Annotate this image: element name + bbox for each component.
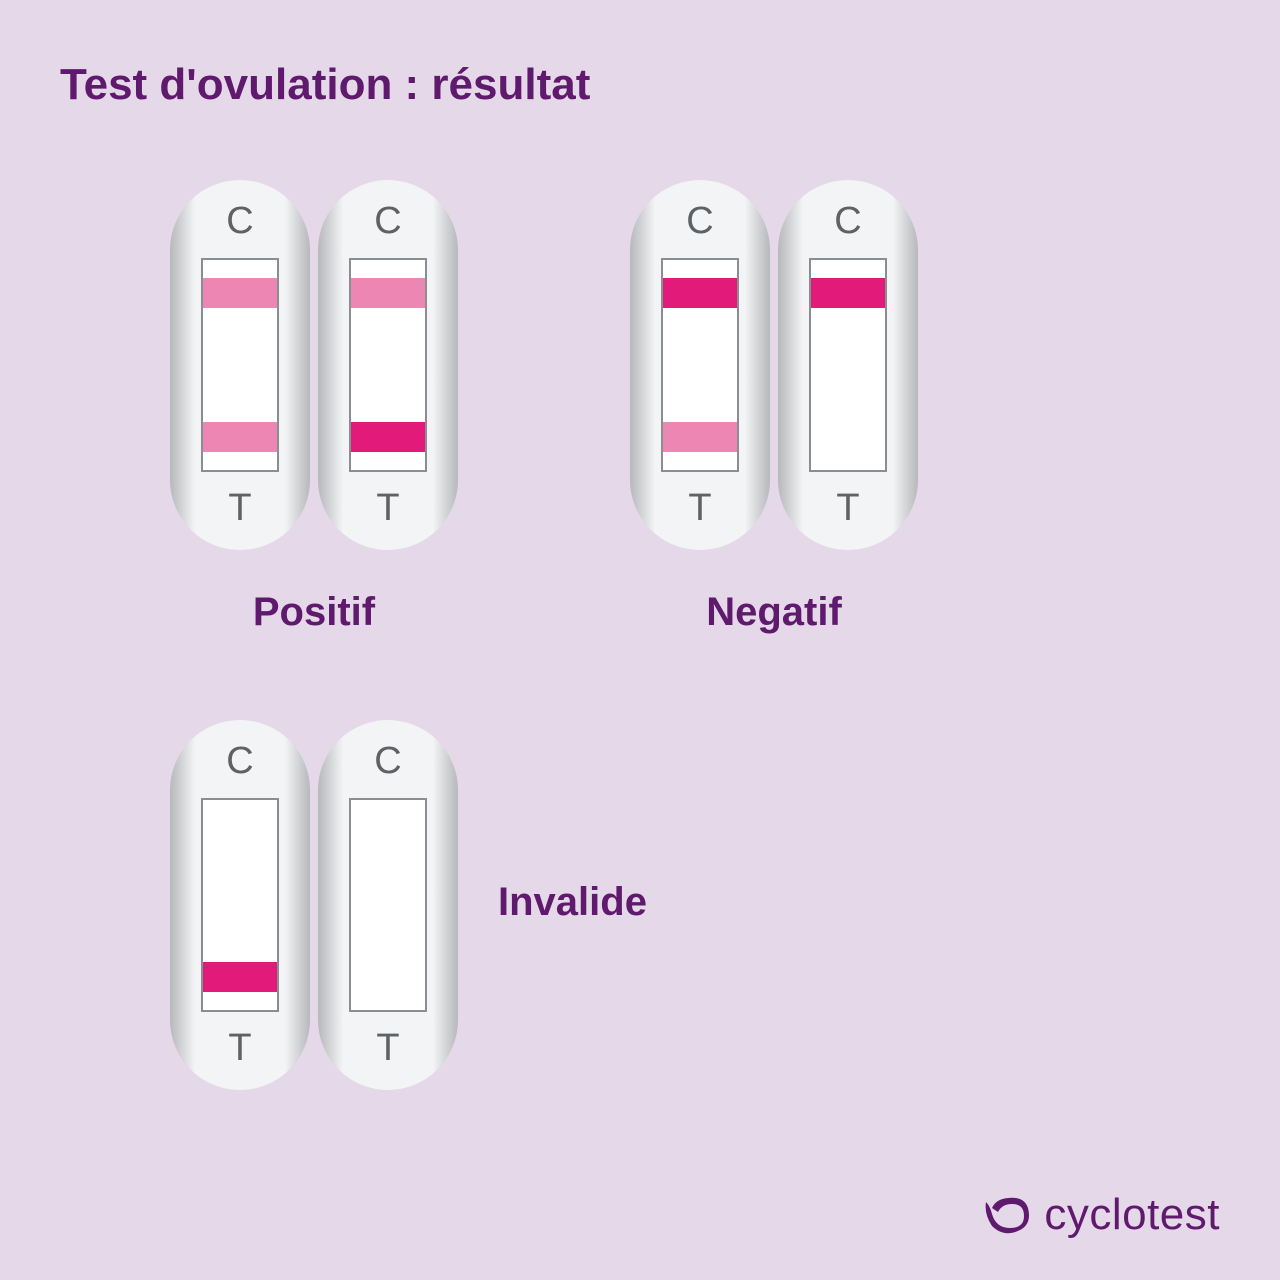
infographic-canvas: Test d'ovulation : résultat CTCT Positif… [0,0,1280,1280]
result-window [349,798,427,1012]
c-marker: C [170,200,310,243]
t-marker: T [318,487,458,530]
c-band [203,278,277,308]
group-negatif: CTCT Negatif [630,180,918,635]
t-band [351,422,425,452]
c-marker: C [318,200,458,243]
test-strip: CT [778,180,918,550]
label-positif: Positif [170,590,458,635]
brand: cyclotest [982,1190,1220,1240]
group-positif: CTCT Positif [170,180,458,635]
t-marker: T [630,487,770,530]
label-negatif: Negatif [630,590,918,635]
t-marker: T [778,487,918,530]
t-marker: T [170,1027,310,1070]
c-marker: C [778,200,918,243]
test-strip: CT [318,720,458,1090]
t-band [663,422,737,452]
t-marker: T [170,487,310,530]
result-window [201,258,279,472]
c-marker: C [170,740,310,783]
test-strip: CT [170,180,310,550]
c-marker: C [318,740,458,783]
t-band [203,422,277,452]
label-invalide: Invalide [498,880,647,925]
result-window [661,258,739,472]
t-band [203,962,277,992]
c-band [811,278,885,308]
page-title: Test d'ovulation : résultat [60,60,590,110]
c-marker: C [630,200,770,243]
result-window [349,258,427,472]
brand-text: cyclotest [1044,1190,1220,1240]
result-window [809,258,887,472]
test-strip: CT [170,720,310,1090]
test-strip: CT [318,180,458,550]
c-band [351,278,425,308]
cyclotest-logo-icon [982,1194,1032,1236]
t-marker: T [318,1027,458,1070]
group-invalide: CTCT [170,720,458,1090]
test-strip: CT [630,180,770,550]
result-window [201,798,279,1012]
c-band [663,278,737,308]
